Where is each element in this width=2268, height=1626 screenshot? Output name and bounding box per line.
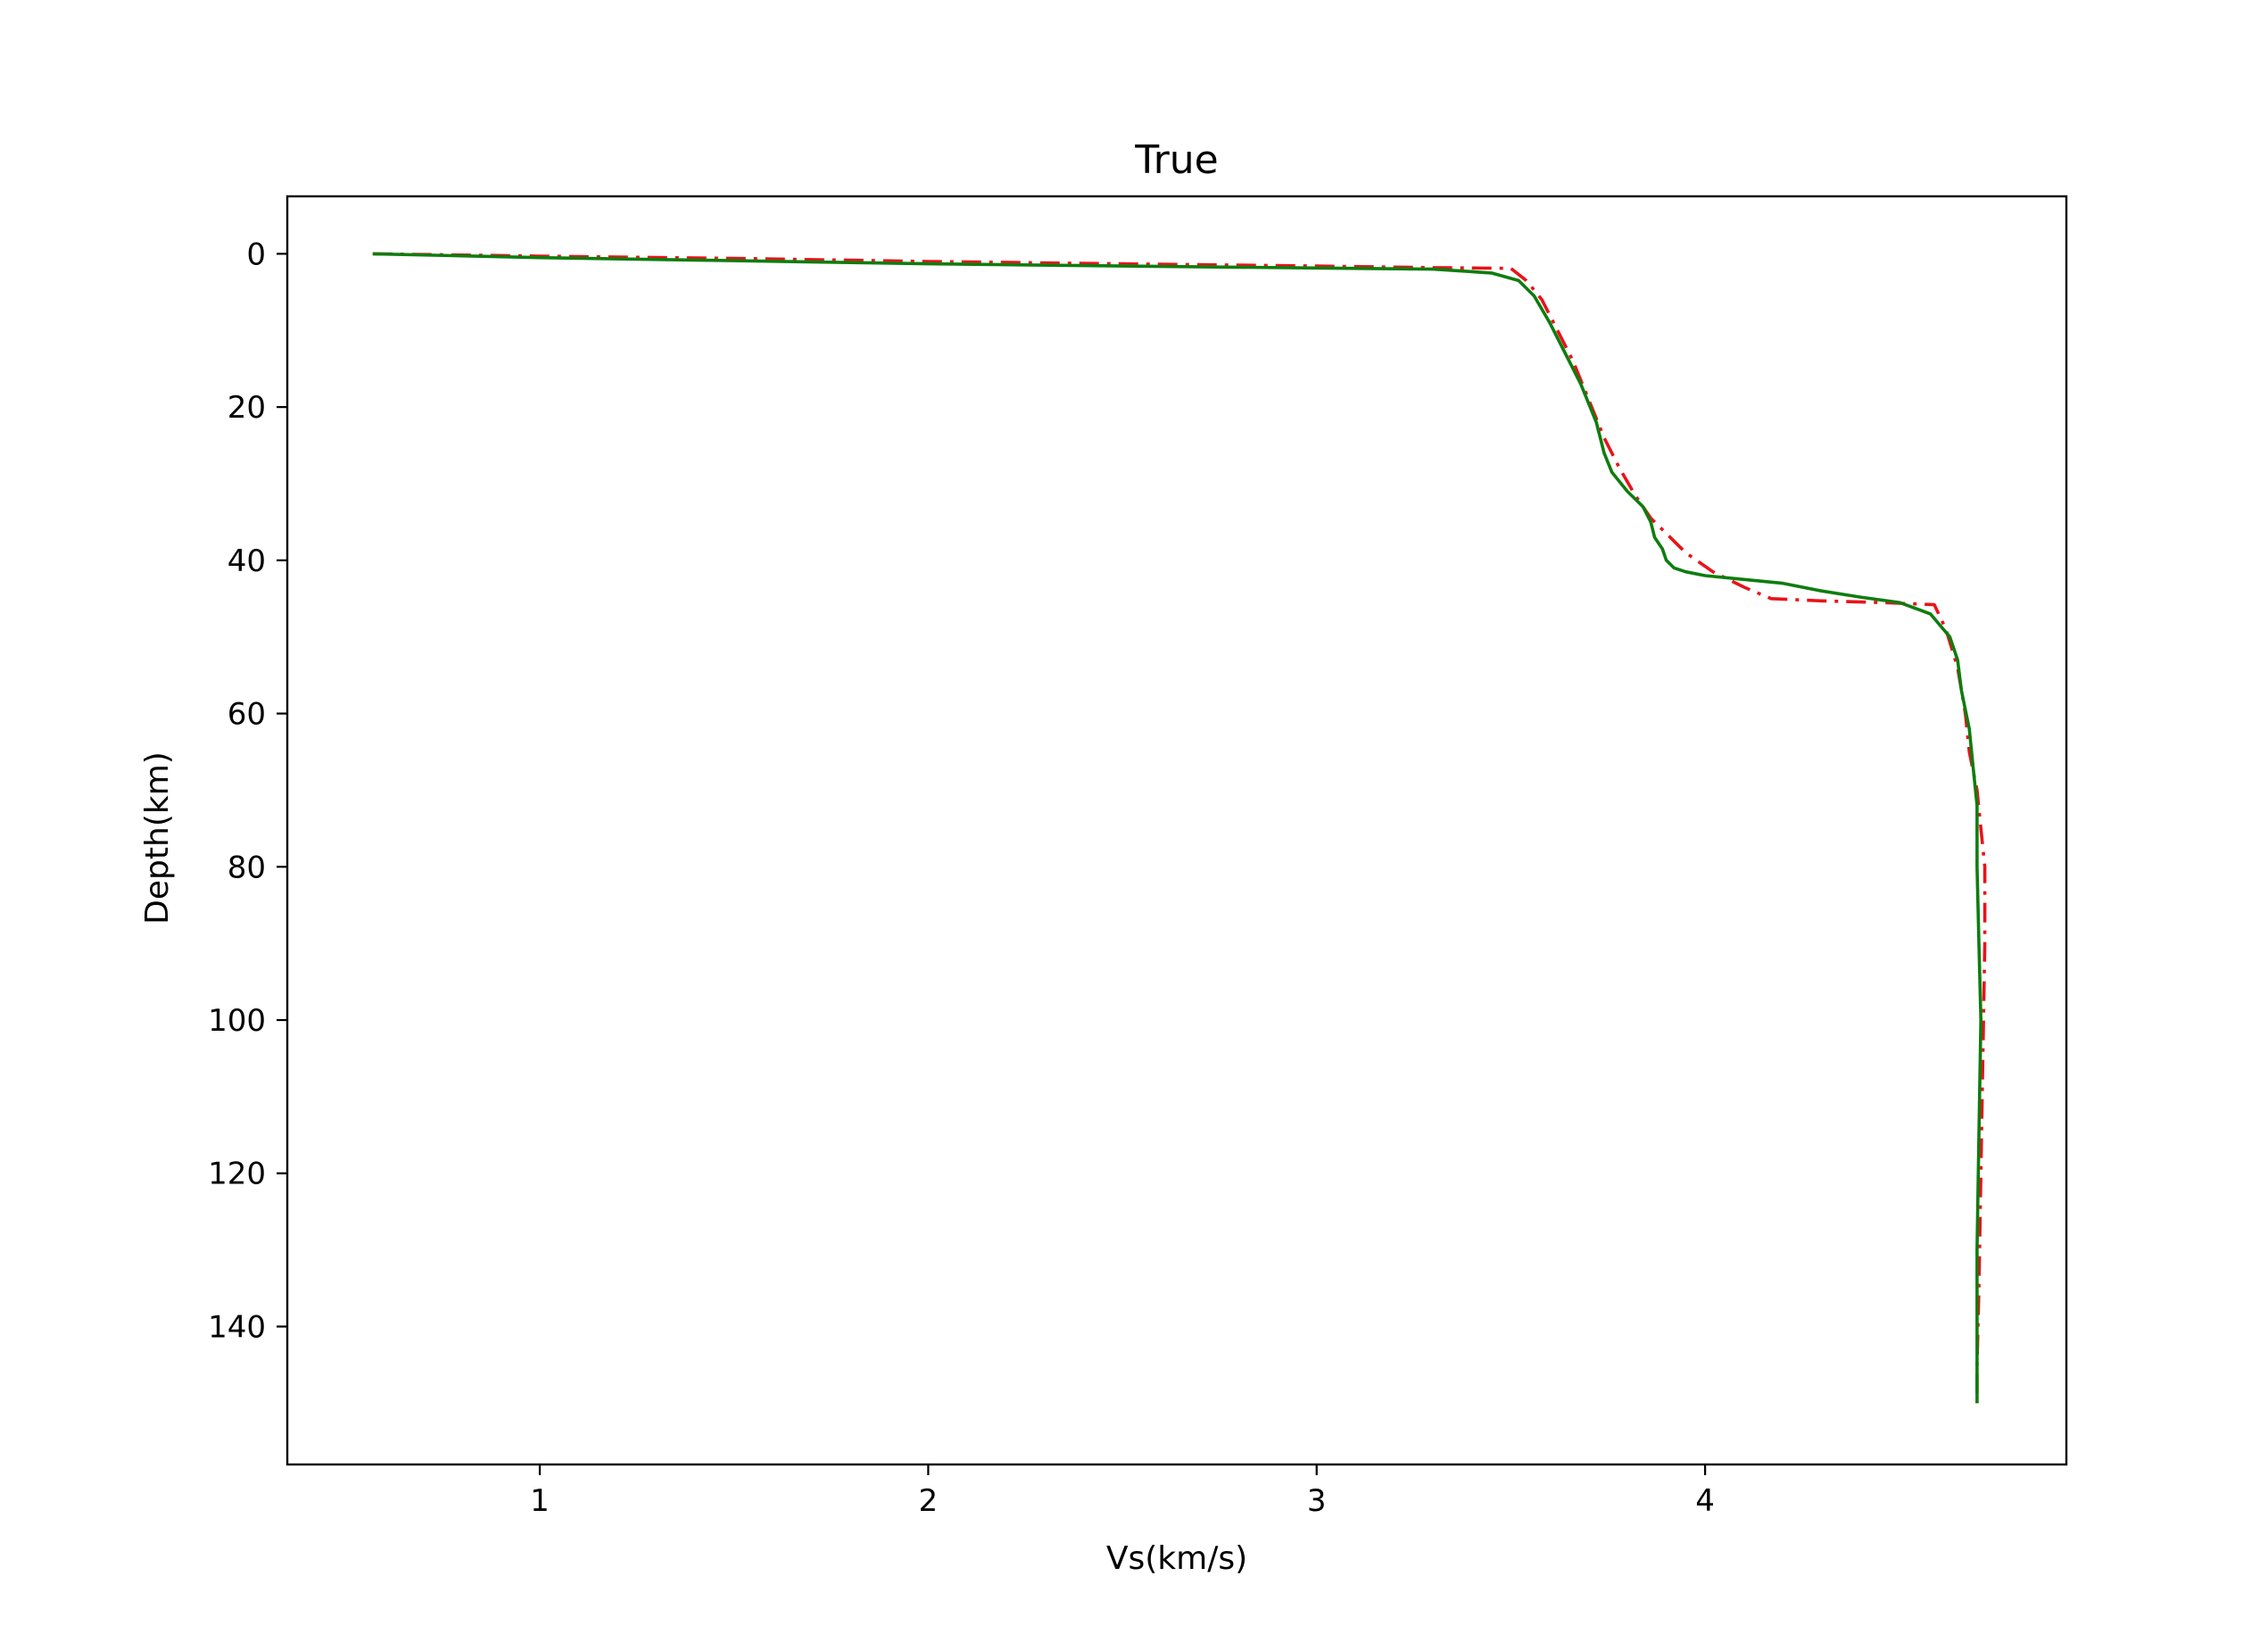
y-tick-label: 40 bbox=[228, 543, 266, 579]
chart-title: True bbox=[1134, 137, 1218, 183]
series-line-red-dashdot bbox=[372, 252, 1987, 1404]
x-tick-label: 1 bbox=[530, 1483, 550, 1519]
y-axis-title: Depth(km) bbox=[139, 751, 176, 925]
y-tick-label: 0 bbox=[246, 236, 266, 272]
y-tick-label: 100 bbox=[208, 1003, 266, 1039]
x-tick-label: 2 bbox=[919, 1483, 939, 1519]
series-line-green-solid bbox=[372, 252, 1982, 1404]
y-tick-label: 20 bbox=[228, 390, 266, 426]
y-axis: 0 20 40 60 80 100 120 140 bbox=[208, 236, 287, 1345]
series-layer bbox=[372, 252, 1987, 1404]
y-tick-label: 120 bbox=[208, 1157, 266, 1192]
y-tick-label: 60 bbox=[228, 697, 266, 733]
y-tick-label: 80 bbox=[228, 850, 266, 885]
plot-frame bbox=[286, 195, 2068, 1466]
x-tick-label: 4 bbox=[1695, 1483, 1715, 1519]
y-tick-label: 140 bbox=[208, 1309, 266, 1345]
x-axis-title: Vs(km/s) bbox=[1106, 1540, 1247, 1577]
x-tick-label: 3 bbox=[1307, 1483, 1327, 1519]
x-axis: 1 2 3 4 bbox=[530, 1464, 1715, 1519]
